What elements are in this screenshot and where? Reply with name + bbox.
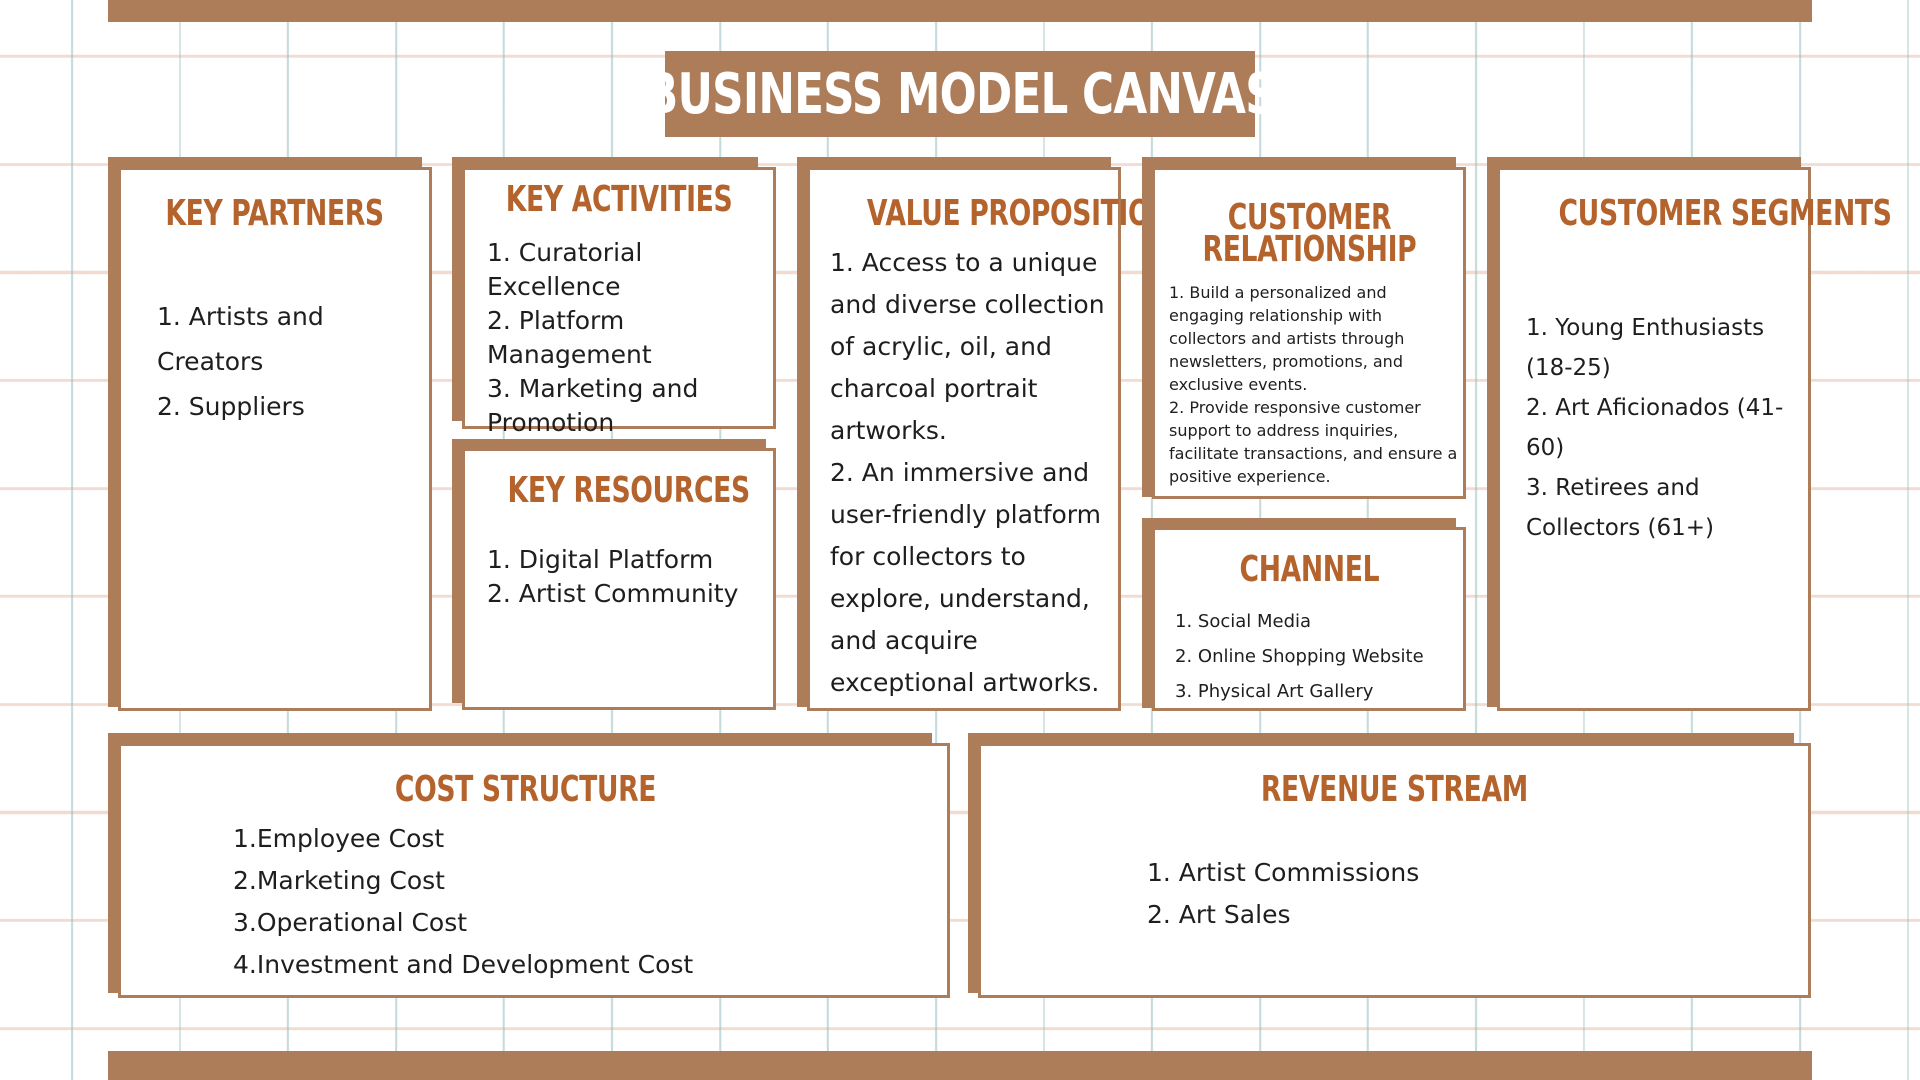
list-item: 1. Access to a unique and diverse collec… [830,248,1105,445]
list-item: 2. Online Shopping Website [1175,646,1424,667]
channel-card: CHANNEL 1. Social Media 2. Online Shoppi… [1152,527,1466,711]
list-item: 1. Curatorial Excellence [487,238,643,301]
list-item: 3. Marketing and Promotion [487,374,699,437]
list-item: 1. Young Enthusiasts (18-25) [1526,315,1765,381]
key-activities-card: KEY ACTIVITIES 1. Curatorial Excellence … [462,167,776,437]
channel-heading: CHANNEL [1239,549,1379,590]
top-bar [108,0,1812,22]
customer-segments-list: 1. Young Enthusiasts (18-25) 2. Art Afic… [1526,308,1796,548]
list-item: 1. Build a personalized and engaging rel… [1169,283,1405,394]
cost-structure-card: COST STRUCTURE 1.Employee Cost 2.Marketi… [118,743,950,998]
list-item: 2.Marketing Cost [233,866,445,895]
key-resources-list: 1. Digital Platform 2. Artist Community [487,543,772,611]
list-item: 2. Platform Management [487,306,652,369]
revenue-stream-card: REVENUE STREAM 1. Artist Commissions 2. … [978,743,1811,998]
customer-relationship-heading-line1: CUSTOMER [1227,197,1391,238]
key-activities-list: 1. Curatorial Excellence 2. Platform Man… [487,236,772,440]
cost-structure-heading: COST STRUCTURE [394,769,656,810]
key-activities-heading: KEY ACTIVITIES [505,179,733,220]
title-banner: BUSINESS MODEL CANVAS [645,51,1276,137]
list-item: 3. Retirees and Collectors (61+) [1526,475,1715,541]
list-item: 1. Artist Commissions [1147,858,1420,887]
list-item: 1. Social Media [1175,611,1312,632]
customer-relationship-heading: CUSTOMER RELATIONSHIP [1155,197,1463,270]
value-propositions-list: 1. Access to a unique and diverse collec… [830,242,1122,704]
key-partners-card: KEY PARTNERS 1. Artists and Creators 2. … [118,167,432,711]
list-item: 3.Operational Cost [233,908,468,937]
list-item: 2. An immersive and user-friendly platfo… [830,458,1101,697]
list-item: 3. Physical Art Gallery [1175,681,1374,702]
revenue-stream-list: 1. Artist Commissions 2. Art Sales [1147,852,1747,936]
customer-segments-card: CUSTOMER SEGMENTS 1. Young Enthusiasts (… [1497,167,1892,711]
key-resources-heading: KEY RESOURCES [507,470,751,511]
page-title: BUSINESS MODEL CANVAS [644,61,1277,127]
list-item: 4.Investment and Development Cost [233,950,694,979]
list-item: 1.Employee Cost [233,824,445,853]
cost-structure-list: 1.Employee Cost 2.Marketing Cost 3.Opera… [233,818,873,986]
list-item: 1. Artists and Creators [157,302,324,376]
list-item: 1. Digital Platform [487,545,714,574]
key-partners-list: 1. Artists and Creators 2. Suppliers [157,294,417,429]
customer-relationship-card: CUSTOMER RELATIONSHIP 1. Build a persona… [1152,167,1466,499]
list-item: 2. Artist Community [487,579,739,608]
value-propositions-card: VALUE PROPOSITIONS 1. Access to a unique… [807,167,1192,711]
customer-segments-heading: CUSTOMER SEGMENTS [1558,193,1892,234]
customer-relationship-list: 1. Build a personalized and engaging rel… [1169,281,1459,488]
bottom-bar [108,1051,1812,1080]
list-item: 2. Provide responsive customer support t… [1169,398,1458,486]
customer-relationship-heading-line2: RELATIONSHIP [1202,229,1416,270]
revenue-stream-heading: REVENUE STREAM [1261,769,1528,810]
key-partners-heading: KEY PARTNERS [165,193,385,234]
list-item: 2. Suppliers [157,392,305,421]
channel-list: 1. Social Media 2. Online Shopping Websi… [1175,604,1465,709]
value-propositions-heading: VALUE PROPOSITIONS [866,193,1192,234]
list-item: 2. Art Aficionados (41-60) [1526,395,1784,461]
list-item: 2. Art Sales [1147,900,1291,929]
key-resources-card: KEY RESOURCES 1. Digital Platform 2. Art… [462,448,776,710]
